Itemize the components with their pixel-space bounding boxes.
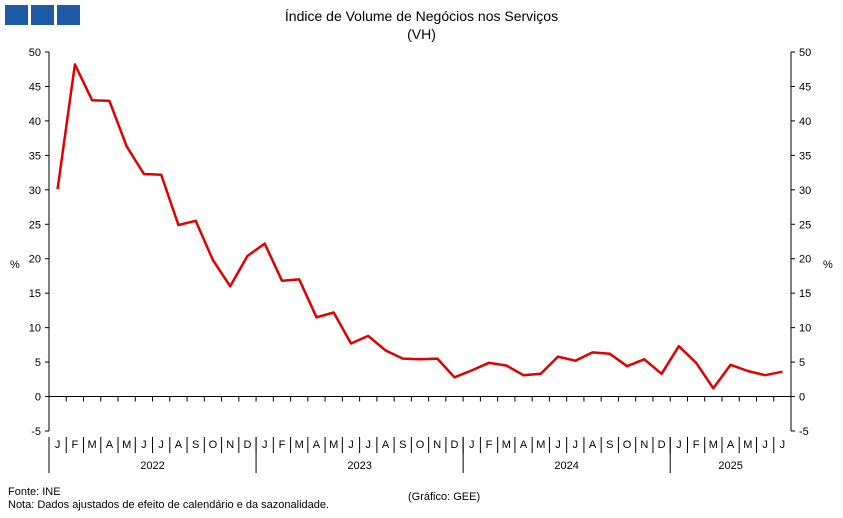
month-label: M	[502, 439, 511, 451]
y-tick-label-left: 5	[35, 357, 41, 369]
month-label: J	[469, 439, 475, 451]
y-tick-label-right: 40	[799, 116, 811, 128]
y-tick-label-left: 40	[29, 116, 41, 128]
y-axis-label-left: %	[10, 259, 20, 271]
month-label: D	[243, 439, 251, 451]
y-tick-label-left: 45	[29, 81, 41, 93]
y-tick-label-right: 45	[799, 81, 811, 93]
logo-block-1	[5, 5, 28, 25]
y-tick-label-left: 15	[29, 288, 41, 300]
month-label: M	[709, 439, 718, 451]
y-tick-label-right: 25	[799, 219, 811, 231]
year-label: 2025	[718, 460, 742, 472]
y-tick-label-left: 35	[29, 150, 41, 162]
year-label: 2024	[554, 460, 578, 472]
y-tick-label-right: 35	[799, 150, 811, 162]
month-label: M	[88, 439, 97, 451]
series-line	[56, 63, 783, 390]
month-label: D	[658, 439, 666, 451]
month-label: J	[141, 439, 147, 451]
chart-subtitle: (VH)	[407, 26, 436, 42]
month-label: O	[209, 439, 218, 451]
month-label: A	[589, 439, 597, 451]
chart-title: Índice de Volume de Negócios nos Serviço…	[284, 8, 559, 24]
month-label: A	[382, 439, 390, 451]
y-tick-label-left: 20	[29, 254, 41, 266]
month-label: J	[780, 439, 786, 451]
month-label: J	[762, 439, 768, 451]
month-label: O	[416, 439, 425, 451]
y-tick-label-left: 10	[29, 323, 41, 335]
logo-block-2	[31, 5, 54, 25]
year-label: 2022	[140, 460, 164, 472]
month-label: O	[623, 439, 632, 451]
month-label: M	[743, 439, 752, 451]
month-label: J	[573, 439, 579, 451]
y-tick-label-right: 0	[799, 392, 805, 404]
month-label: J	[262, 439, 268, 451]
month-label: M	[329, 439, 338, 451]
logo-block-3	[57, 5, 80, 25]
year-label: 2023	[347, 460, 371, 472]
y-tick-label-left: 0	[35, 392, 41, 404]
month-label: J	[555, 439, 561, 451]
y-tick-label-left: 30	[29, 185, 41, 197]
month-label: S	[399, 439, 406, 451]
logo	[5, 5, 80, 25]
y-tick-label-right: 5	[799, 357, 805, 369]
month-label: J	[365, 439, 371, 451]
month-label: F	[486, 439, 493, 451]
month-label: J	[158, 439, 164, 451]
month-label: A	[106, 439, 114, 451]
source-note: Fonte: INE	[8, 486, 61, 498]
month-label: A	[520, 439, 528, 451]
month-label: S	[606, 439, 613, 451]
y-tick-label-left: 50	[29, 47, 41, 59]
month-label: J	[676, 439, 682, 451]
y-tick-label-left: -5	[31, 426, 41, 438]
month-label: D	[451, 439, 459, 451]
month-label: M	[295, 439, 304, 451]
y-tick-label-right: 20	[799, 254, 811, 266]
chart-credit: (Gráfico: GEE)	[408, 491, 481, 503]
month-label: F	[279, 439, 286, 451]
month-label: F	[72, 439, 79, 451]
month-label: M	[122, 439, 131, 451]
y-tick-label-right: -5	[799, 426, 809, 438]
month-label: N	[226, 439, 234, 451]
methodology-note: Nota: Dados ajustados de efeito de calen…	[8, 499, 330, 511]
month-label: J	[55, 439, 61, 451]
month-label: A	[175, 439, 183, 451]
y-tick-label-left: 25	[29, 219, 41, 231]
y-axis-label-right: %	[823, 259, 833, 271]
y-tick-label-right: 50	[799, 47, 811, 59]
month-label: J	[348, 439, 354, 451]
month-label: A	[727, 439, 735, 451]
month-label: S	[192, 439, 199, 451]
month-label: N	[640, 439, 648, 451]
month-label: A	[313, 439, 321, 451]
month-label: F	[693, 439, 700, 451]
month-label: N	[433, 439, 441, 451]
y-tick-label-right: 30	[799, 185, 811, 197]
y-tick-label-right: 10	[799, 323, 811, 335]
month-label: M	[536, 439, 545, 451]
y-tick-label-right: 15	[799, 288, 811, 300]
